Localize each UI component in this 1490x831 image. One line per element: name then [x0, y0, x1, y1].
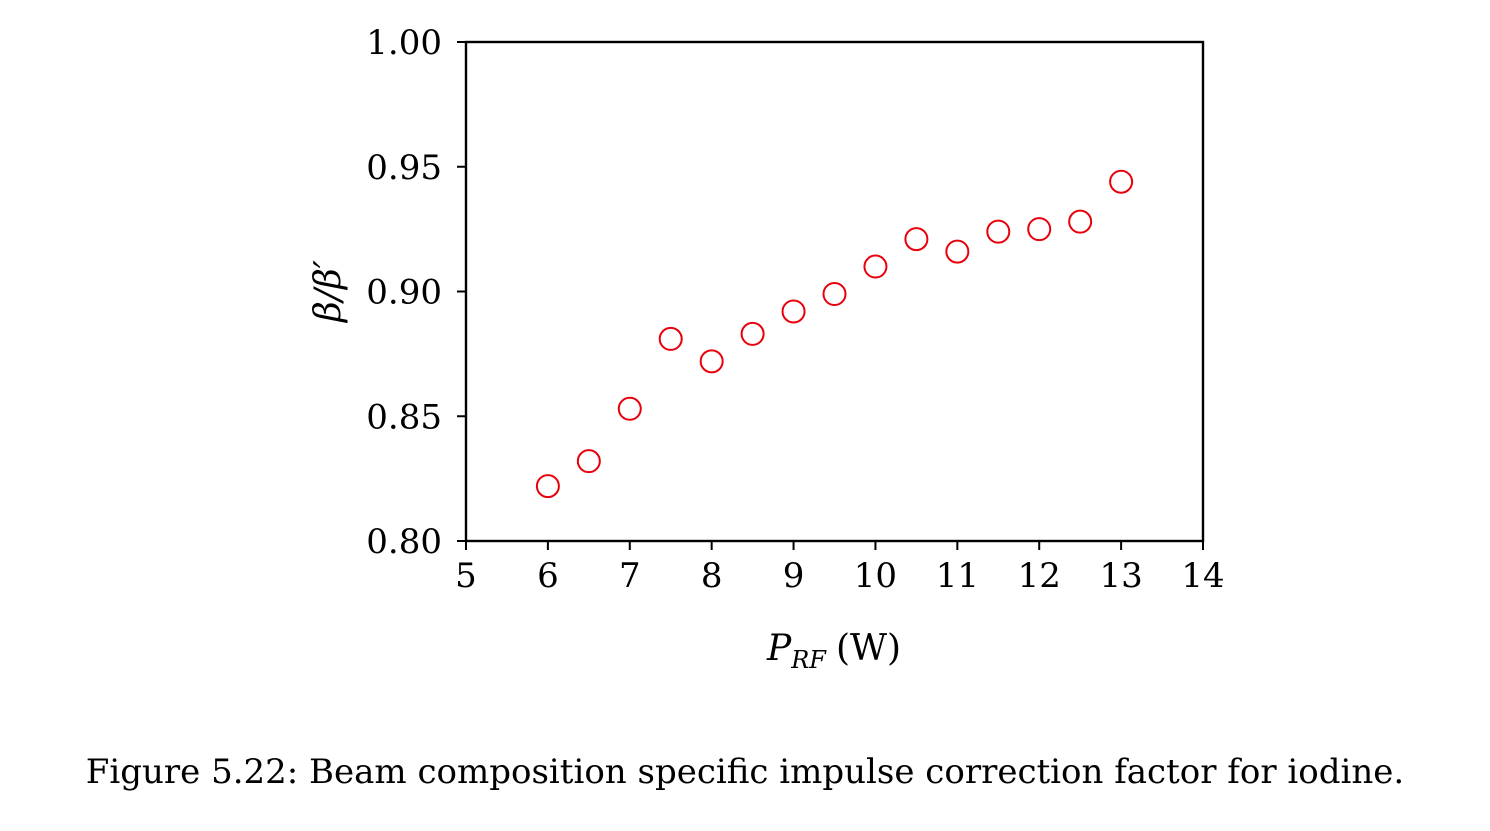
x-tick-label: 14 [1181, 556, 1224, 596]
data-point [822, 281, 847, 306]
x-tick-label: 5 [455, 556, 477, 596]
data-point [1027, 217, 1052, 242]
x-tick-label: 13 [1099, 556, 1142, 596]
x-tick-label: 8 [701, 556, 723, 596]
data-point [986, 219, 1011, 244]
x-tick-label: 7 [619, 556, 641, 596]
data-point [740, 321, 765, 346]
x-axis-label: PRF (W) [766, 628, 901, 674]
data-point [1109, 169, 1134, 194]
data-point [617, 396, 642, 421]
data-point [535, 474, 560, 499]
data-point [904, 227, 929, 252]
y-tick-label: 0.90 [366, 273, 442, 313]
y-tick-label: 0.80 [366, 522, 442, 562]
y-axis-label: β/β′ [308, 260, 349, 324]
x-tick-label: 9 [783, 556, 805, 596]
data-point [658, 326, 683, 351]
x-tick-label: 12 [1018, 556, 1061, 596]
x-tick-label: 11 [936, 556, 979, 596]
data-point [945, 239, 970, 264]
y-tick-label: 1.00 [366, 23, 442, 63]
y-tick-label: 0.85 [366, 397, 442, 437]
y-axis-ticks: 0.80 0.85 0.90 0.95 1.00 [366, 23, 466, 562]
x-axis-ticks: 5 6 7 8 9 10 11 12 13 14 [455, 541, 1225, 596]
plot-area [464, 40, 1205, 543]
y-tick-label: 0.95 [366, 148, 442, 188]
data-point [1068, 209, 1093, 234]
data-points [535, 169, 1134, 499]
x-tick-label: 6 [537, 556, 559, 596]
data-point [781, 299, 806, 324]
x-tick-label: 10 [854, 556, 897, 596]
figure-caption: Figure 5.22: Beam composition specific i… [85, 752, 1405, 792]
data-point [863, 254, 888, 279]
data-point [576, 449, 601, 474]
scatter-plot: 5 6 7 8 9 10 11 12 13 14 0.80 0.85 0.90 0.95 1.00 PRF… [308, 23, 1225, 674]
data-point [699, 349, 724, 374]
